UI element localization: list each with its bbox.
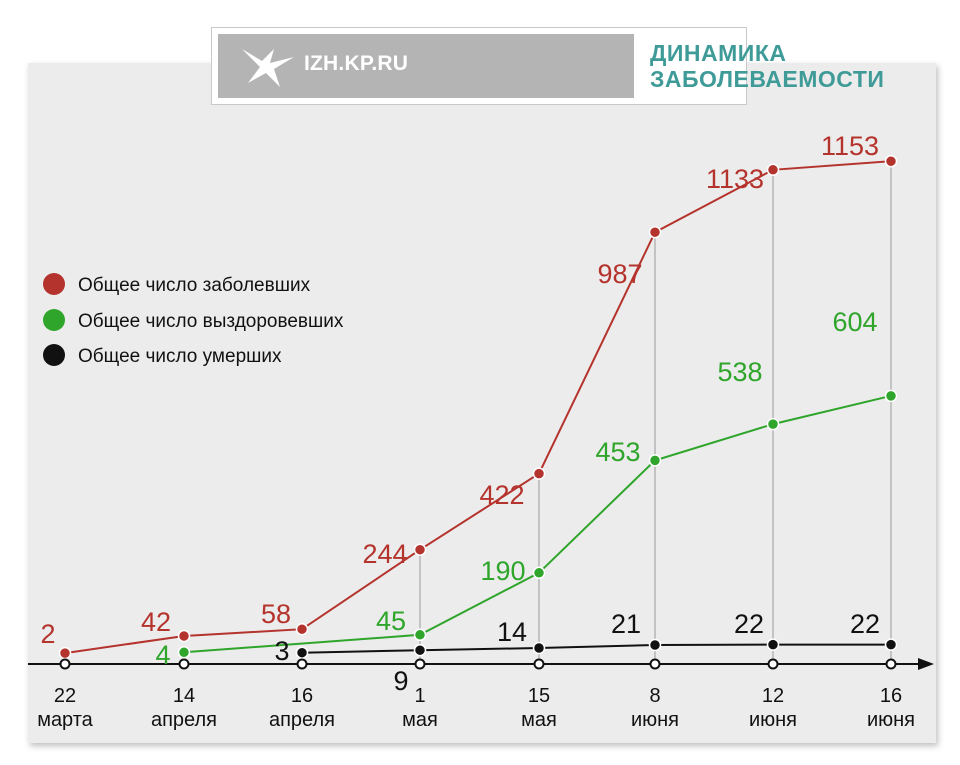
deaths-point bbox=[884, 638, 898, 651]
cases-point bbox=[766, 163, 780, 177]
deaths-point bbox=[766, 638, 780, 651]
chart-panel bbox=[28, 63, 936, 743]
recovered-point bbox=[648, 454, 662, 467]
x-axis-tick bbox=[178, 658, 190, 670]
recovered-point bbox=[532, 566, 546, 580]
x-axis-tick bbox=[59, 658, 71, 670]
deaths-data-label: 9 bbox=[393, 666, 408, 696]
recovered-point bbox=[884, 389, 898, 403]
title-line-2: ЗАБОЛЕВАЕМОСТИ bbox=[650, 66, 885, 92]
x-axis-tick bbox=[296, 658, 308, 670]
deaths-series-line bbox=[301, 643, 891, 654]
x-axis-tick bbox=[649, 658, 661, 670]
recovered-point bbox=[177, 646, 191, 659]
recovered-data-label: 453 bbox=[595, 437, 640, 467]
x-tick-label-month: апреля bbox=[269, 709, 335, 731]
recovered-data-label: 538 bbox=[717, 357, 762, 387]
x-axis-arrow bbox=[918, 658, 934, 670]
legend-marker-deaths bbox=[43, 344, 65, 366]
x-axis-tick bbox=[767, 658, 779, 670]
x-tick-label-month: июня bbox=[749, 709, 797, 731]
cases-point bbox=[58, 646, 72, 660]
deaths-point bbox=[413, 643, 427, 657]
cases-data-label: 1153 bbox=[821, 131, 879, 161]
cases-point bbox=[532, 467, 546, 480]
x-tick-label-day: 16 bbox=[880, 685, 902, 707]
deaths-data-label: 3 bbox=[274, 636, 289, 666]
cases-data-label: 2 bbox=[40, 619, 55, 649]
page-title: ДИНАМИКА ЗАБОЛЕВАЕМОСТИ bbox=[650, 40, 884, 92]
cases-point bbox=[413, 543, 427, 556]
deaths-data-label: 21 bbox=[611, 609, 641, 639]
legend-marker-cases bbox=[43, 273, 65, 295]
cases-point bbox=[177, 629, 191, 643]
cases-data-label: 422 bbox=[479, 480, 524, 510]
recovered-point bbox=[766, 417, 780, 431]
x-tick-label-month: мая bbox=[402, 709, 438, 731]
x-tick-label-month: июня bbox=[631, 709, 679, 731]
recovered-data-label: 45 bbox=[376, 606, 406, 636]
title-line-1: ДИНАМИКА bbox=[650, 40, 787, 66]
x-axis-tick bbox=[414, 658, 426, 670]
deaths-point bbox=[532, 641, 546, 655]
cases-data-label: 987 bbox=[597, 259, 642, 289]
x-tick-label-day: 1 bbox=[414, 685, 425, 707]
x-axis-tick bbox=[533, 658, 545, 670]
x-tick-label-month: мая bbox=[521, 709, 557, 731]
cases-point bbox=[295, 622, 309, 636]
cases-series-line bbox=[64, 160, 892, 655]
x-tick-label-month: марта bbox=[37, 709, 93, 731]
x-tick-label-day: 12 bbox=[762, 685, 784, 707]
recovered-series-line bbox=[183, 394, 892, 654]
legend-label-recovered: Общее число выздоровевших bbox=[78, 311, 344, 332]
x-tick-label-day: 22 bbox=[54, 685, 76, 707]
x-tick-label-day: 14 bbox=[173, 685, 195, 707]
x-tick-label-day: 16 bbox=[291, 685, 313, 707]
cases-data-label: 244 bbox=[362, 539, 407, 569]
x-tick-label-month: июня bbox=[867, 709, 915, 731]
cases-data-label: 42 bbox=[141, 607, 171, 637]
recovered-data-label: 4 bbox=[155, 640, 170, 670]
cases-point bbox=[884, 154, 898, 168]
cases-data-label: 58 bbox=[261, 599, 291, 629]
deaths-point bbox=[295, 646, 309, 659]
deaths-data-label: 22 bbox=[734, 609, 764, 639]
swallow-bird-icon bbox=[242, 49, 294, 87]
recovered-data-label: 604 bbox=[832, 307, 877, 337]
header: IZH.KP.RU ДИНАМИКА ЗАБОЛЕВАЕМОСТИ bbox=[211, 27, 884, 105]
deaths-point bbox=[648, 638, 662, 652]
deaths-data-label: 22 bbox=[850, 609, 880, 639]
recovered-data-label: 190 bbox=[480, 556, 525, 586]
cases-data-label: 1133 bbox=[706, 164, 764, 194]
cases-point bbox=[648, 225, 662, 239]
x-tick-label-month: апреля bbox=[151, 709, 217, 731]
logo: IZH.KP.RU bbox=[218, 34, 634, 98]
legend-marker-recovered bbox=[43, 309, 65, 331]
x-axis-tick bbox=[885, 658, 897, 670]
legend-label-deaths: Общее число умерших bbox=[78, 346, 282, 367]
recovered-point bbox=[413, 628, 427, 642]
legend-label-cases: Общее число заболевших bbox=[78, 275, 311, 296]
deaths-data-label: 14 bbox=[497, 617, 527, 647]
site-name: IZH.KP.RU bbox=[304, 52, 409, 75]
x-tick-label-day: 15 bbox=[528, 685, 550, 707]
x-tick-label-day: 8 bbox=[649, 685, 660, 707]
